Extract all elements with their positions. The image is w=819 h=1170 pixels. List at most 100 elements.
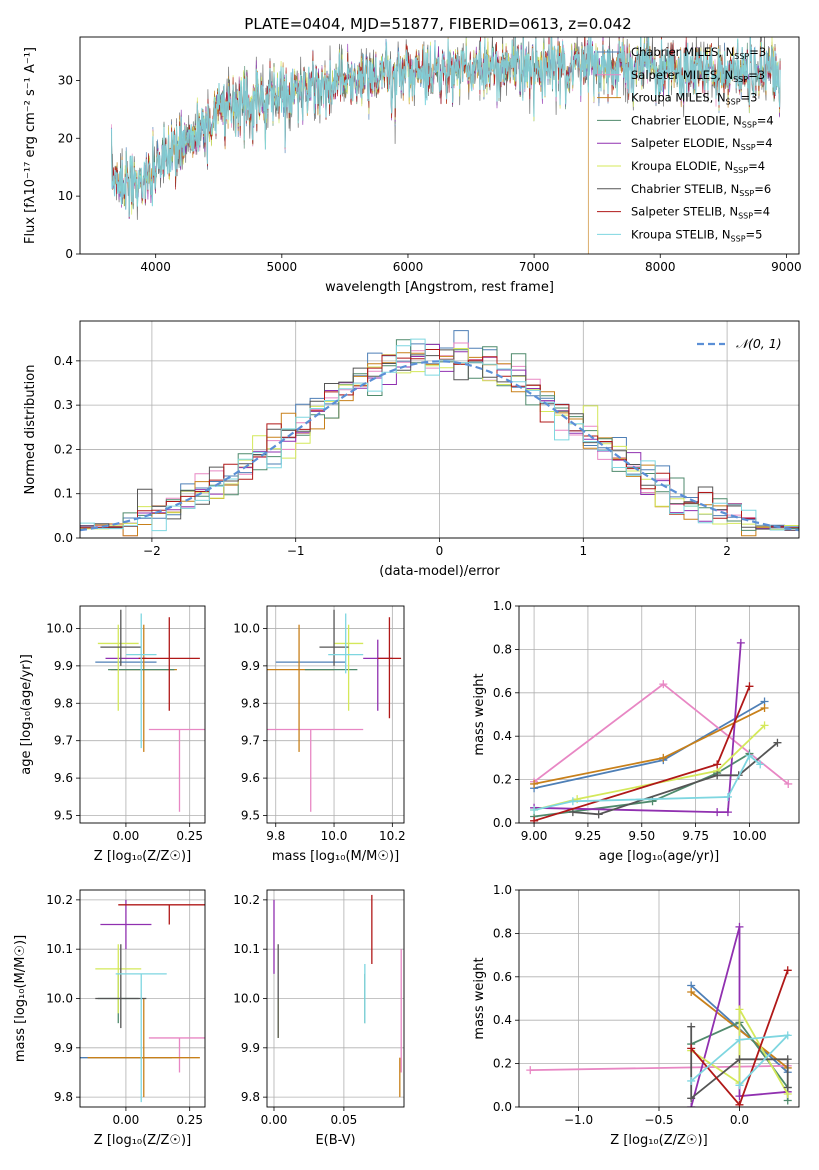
grid — [267, 890, 404, 1107]
plot-area — [110, 37, 781, 254]
weight-marker-4 — [736, 638, 745, 647]
y-axis-label: Flux [fλ10⁻¹⁷ erg cm⁻² s⁻¹ A⁻¹] — [23, 47, 38, 244]
axes-frame — [79, 320, 800, 539]
weight-marker-6 — [713, 771, 722, 780]
panel-residuals: −2 −1 0 1 2 0.0 0.1 0.2 0.3 0.4 (data-model)/error… — [23, 320, 800, 579]
weight-marker-8 — [568, 797, 577, 806]
weight-marker-2 — [687, 987, 696, 996]
legend-entry: Kroupa MILES, NSSP=3 — [631, 91, 757, 107]
weight-marker-4 — [723, 808, 732, 817]
weight-marker-6 — [594, 810, 603, 819]
weight-marker-8 — [687, 1076, 696, 1085]
panel-weight-vs-age: 9.00 9.25 9.50 9.75 10.00 0.0 0.2 0.4 0.6 0.8 1.0 a… — [472, 599, 800, 864]
y-tick-label: 9.8 — [241, 696, 260, 710]
weight-marker-4 — [687, 1103, 696, 1107]
x-tick-label: 0.05 — [331, 1113, 358, 1127]
x-tick-label: 0.25 — [176, 829, 203, 843]
weight-series-2 — [533, 707, 765, 785]
weight-marker-8 — [723, 792, 732, 801]
legend-entry: Kroupa STELIB, NSSP=5 — [631, 227, 762, 243]
y-tick-label: 9.8 — [54, 1090, 73, 1104]
y-tick-label: 0 — [65, 247, 73, 261]
x-axis-label: wavelength [Angstrom, rest frame] — [325, 280, 554, 295]
x-tick-label: 4000 — [140, 260, 171, 274]
plot-area — [530, 638, 793, 823]
axes-frame — [266, 605, 405, 824]
x-tick-label: 0 — [436, 544, 444, 558]
y-tick-label: 1.0 — [493, 599, 512, 613]
y-tick-label: 0.8 — [493, 642, 512, 656]
weight-series-1 — [530, 1064, 788, 1071]
axes-frame — [518, 605, 800, 824]
y-tick-label: 10.2 — [46, 893, 73, 907]
y-tick-label: 10 — [58, 189, 73, 203]
axes-frame — [79, 605, 206, 824]
weight-marker-4 — [735, 922, 744, 931]
weight-marker-2 — [530, 779, 539, 788]
weight-marker-5 — [735, 1005, 744, 1014]
x-tick-label: 10.00 — [732, 829, 766, 843]
grid — [80, 606, 205, 823]
x-tick-label: 10.0 — [321, 829, 348, 843]
y-tick-label: 0.2 — [54, 442, 73, 456]
x-tick-label: −1.0 — [564, 1113, 593, 1127]
x-tick-label: 0.00 — [113, 829, 140, 843]
y-tick-label: 0.0 — [54, 531, 73, 545]
axes-frame — [518, 889, 800, 1108]
y-tick-label: 9.7 — [54, 734, 73, 748]
weight-marker-8 — [735, 1081, 744, 1090]
y-tick-label: 1.0 — [493, 883, 512, 897]
y-tick-label: 0.2 — [493, 1057, 512, 1071]
legend-entry: 𝒩(0, 1) — [736, 336, 782, 351]
y-axis-label: mass weight — [472, 673, 487, 755]
x-tick-label: 0.25 — [176, 1113, 203, 1127]
grid — [519, 605, 799, 824]
weight-marker-8 — [735, 1035, 744, 1044]
y-tick-label: 10.2 — [233, 893, 260, 907]
weight-marker-8 — [756, 760, 765, 769]
y-tick-label: 0.4 — [493, 729, 512, 743]
legend-entry: Salpeter MILES, NSSP=3 — [631, 68, 765, 84]
weight-marker-1 — [784, 779, 793, 788]
x-tick-label: 0.00 — [113, 1113, 140, 1127]
weight-marker-4 — [713, 808, 722, 817]
plot-area — [80, 899, 205, 1103]
weight-marker-7 — [783, 966, 792, 975]
x-tick-label: 9.00 — [521, 829, 548, 843]
y-tick-label: 10.0 — [46, 992, 73, 1006]
x-tick-label: 6000 — [393, 260, 424, 274]
x-tick-label: −0.5 — [644, 1113, 673, 1127]
x-axis-label: Z [log₁₀(Z/Z☉)] — [610, 1133, 707, 1148]
weight-series-1 — [533, 682, 789, 785]
weight-marker-7 — [713, 760, 722, 769]
y-tick-label: 0.4 — [493, 1013, 512, 1027]
panel-mass-vs-EBV: 0.00 0.05 9.8 9.9 10.0 10.1 10.2 E(B-V) — [233, 889, 405, 1148]
x-tick-label: 10.2 — [379, 829, 406, 843]
y-tick-label: 10.0 — [46, 621, 73, 635]
y-tick-label: 10.1 — [46, 942, 73, 956]
y-tick-label: 0.1 — [54, 487, 73, 501]
y-tick-label: 9.6 — [54, 771, 73, 785]
x-tick-label: 9.50 — [628, 829, 655, 843]
x-axis-label: (data-model)/error — [379, 564, 500, 579]
y-tick-label: 9.9 — [241, 1041, 260, 1055]
y-tick-label: 10.1 — [233, 942, 260, 956]
y-tick-label: 9.9 — [241, 659, 260, 673]
weight-marker-5 — [760, 721, 769, 730]
weight-marker-8 — [530, 805, 539, 814]
weight-marker-7 — [745, 682, 754, 691]
x-tick-label: −1 — [287, 544, 305, 558]
y-tick-label: 9.6 — [241, 771, 260, 785]
x-axis-label: Z [log₁₀(Z/Z☉)] — [94, 849, 191, 864]
histogram-series-8 — [80, 338, 799, 532]
weight-marker-6 — [687, 1094, 696, 1103]
weight-series-4 — [534, 642, 742, 813]
y-axis-label: age [log₁₀(age/yr)] — [19, 654, 34, 775]
axes-frame — [79, 889, 206, 1108]
panel-weight-vs-Z: −1.0 −0.5 0.0 0.0 0.2 0.4 0.6 0.8 1.0 Z [log₁₀(Z/… — [472, 883, 800, 1148]
y-tick-label: 10.0 — [233, 621, 260, 635]
weight-marker-2 — [659, 753, 668, 762]
grid — [519, 889, 799, 1108]
x-tick-label: 9.8 — [266, 829, 285, 843]
plots: 4000 5000 6000 7000 8000 90000102030wavelengt… — [13, 36, 802, 1148]
